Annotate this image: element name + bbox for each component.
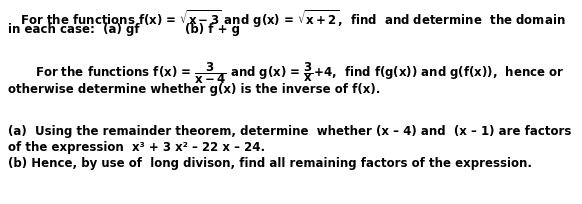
Text: (a)  Using the remainder theorem, determine  whether (x – 4) and  (x – 1) are fa: (a) Using the remainder theorem, determi… — [8, 124, 572, 137]
Text: in each case:  (a) gf           (b) f + g: in each case: (a) gf (b) f + g — [8, 23, 240, 36]
Text: (b) Hence, by use of  long divison, find all remaining factors of the expression: (b) Hence, by use of long divison, find … — [8, 156, 532, 169]
Text: otherwise determine whether g(x) is the inverse of f(x).: otherwise determine whether g(x) is the … — [8, 83, 381, 95]
Text: For the functions f(x) = $\dfrac{\mathbf{3}}{\mathbf{x-4}}$ and g(x) = $\dfrac{\: For the functions f(x) = $\dfrac{\mathbf… — [35, 60, 565, 85]
Text: For the functions f(x) = $\mathbf{\sqrt{x-3}}$ and g(x) = $\mathbf{\sqrt{x+2}}$,: For the functions f(x) = $\mathbf{\sqrt{… — [8, 8, 566, 30]
Text: of the expression  x³ + 3 x² – 22 x – 24.: of the expression x³ + 3 x² – 22 x – 24. — [8, 140, 265, 153]
